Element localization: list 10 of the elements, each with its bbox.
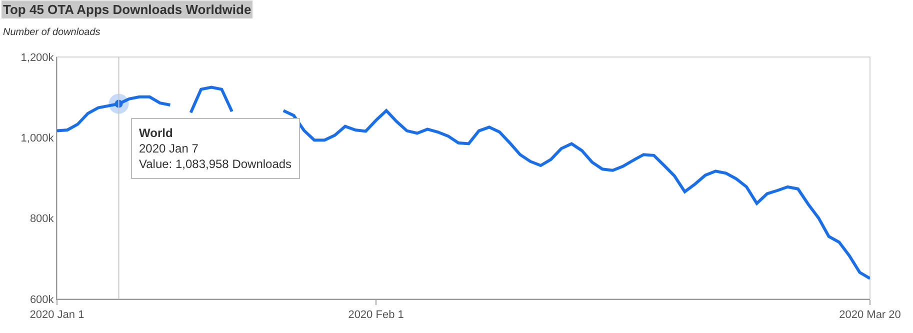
x-tick-label: 2020 Feb 1 — [348, 309, 404, 322]
x-tick-label: 2020 Mar 20 — [839, 309, 901, 322]
chart-subtitle: Number of downloads — [3, 27, 100, 38]
annotation: World 2020 Jan 7 Value: 1,083,958 Downloads — [139, 126, 292, 172]
y-tick-label: 1,200k — [20, 52, 54, 64]
chart-title: Top 45 OTA Apps Downloads Worldwide — [3, 2, 252, 17]
y-tick-label: 800k — [30, 213, 54, 226]
y-tick-label: 1,000k — [20, 132, 54, 145]
x-tick-label: 2020 Jan 1 — [30, 309, 84, 322]
y-tick-label: 600k — [30, 294, 54, 306]
